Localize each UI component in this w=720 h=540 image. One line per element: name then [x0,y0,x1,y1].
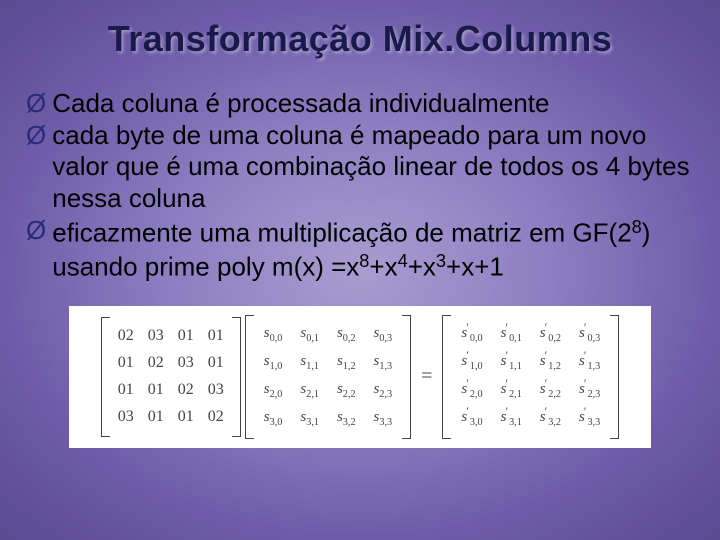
equals-sign: = [415,365,438,388]
bullet-marker-icon: Ø [26,120,46,152]
bullet-text: cada byte de uma coluna é mapeado para u… [52,120,694,215]
bullet-item: Ø eficazmente uma multiplicação de matri… [26,215,694,284]
bullet-text: eficazmente uma multiplicação de matriz … [52,215,694,284]
coefficient-matrix: 02030101010203010101020303010102 [101,317,241,437]
bullet-marker-icon: Ø [26,215,46,247]
slide-title: Transformação Mix.Columns [0,0,720,60]
bullet-list: Ø Cada coluna é processada individualmen… [0,88,720,284]
bullet-marker-icon: Ø [26,88,46,120]
result-matrix: s′0,0s′0,1s′0,2s′0,3s′1,0s′1,1s′1,2s′1,3… [442,315,619,439]
bullet-item: Ø cada byte de uma coluna é mapeado para… [26,120,694,215]
state-matrix: s0,0s0,1s0,2s0,3s1,0s1,1s1,2s1,3s2,0s2,1… [245,315,411,439]
matrix-equation: 02030101010203010101020303010102 s0,0s0,… [69,306,651,448]
bullet-item: Ø Cada coluna é processada individualmen… [26,88,694,120]
bullet-text: Cada coluna é processada individualmente [52,88,694,120]
